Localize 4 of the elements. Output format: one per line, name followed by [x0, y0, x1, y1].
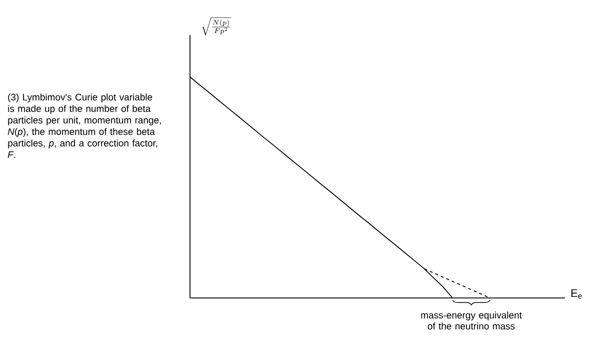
text: (3) Lymbimov's Curie plot variable is made up of the number of beta particles per unit, momentum range, N(p), the momentum of these beta particles, p, and a correction factor, F.: [8, 94, 161, 158]
text: mass-energy equivalent of the neutrino mass: [421, 312, 522, 330]
y-axis-title: $\sqrt{\frac{N(p)}{Fp^2}}$: [202, 17, 231, 36]
x-axis-title: E$_{e}$: [571, 289, 582, 299]
